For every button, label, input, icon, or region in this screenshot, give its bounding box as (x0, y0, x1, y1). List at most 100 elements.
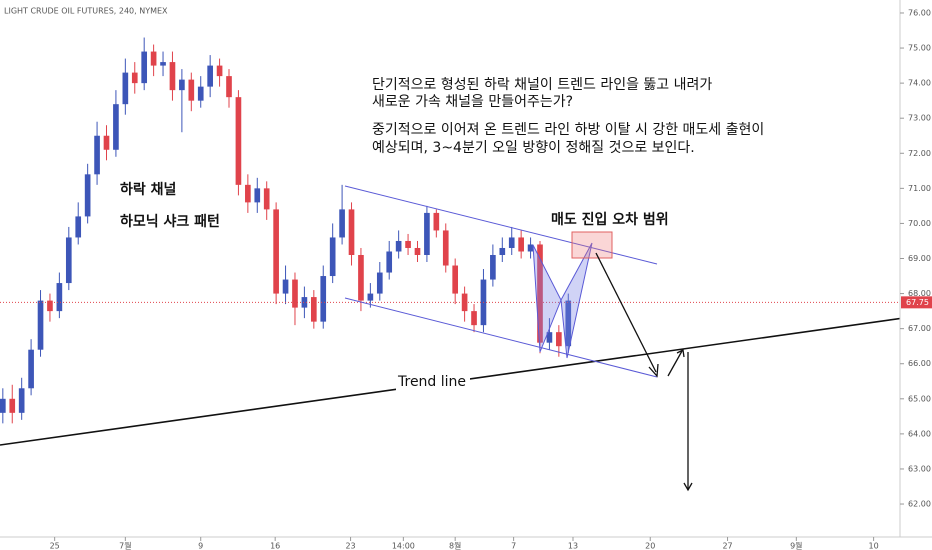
candle-body (414, 247, 421, 255)
candle-body (471, 311, 477, 326)
candle-body (556, 332, 562, 347)
candle-body (310, 297, 317, 322)
y-tick-label: 75.00 (908, 44, 931, 53)
x-tick-label: 25 (50, 542, 60, 550)
candle-body (131, 72, 138, 84)
annotation: 하락 채널 (120, 181, 176, 198)
entry-zone (571, 231, 613, 259)
candle-body (339, 209, 345, 238)
candle-body (508, 237, 515, 248)
channel-lower (344, 297, 658, 378)
candle-body (376, 272, 383, 294)
candle-body (461, 293, 468, 312)
x-tick-label: 14:00 (392, 542, 415, 550)
chart-title: LIGHT CRUDE OIL FUTURES, 240, NYMEX (4, 7, 168, 16)
candle-body (537, 244, 543, 343)
x-tick-label: 23 (345, 542, 355, 550)
candle-body (263, 188, 270, 210)
candle-body (405, 240, 411, 248)
candle-body (518, 237, 524, 252)
candle-body (424, 212, 430, 255)
candle-body (113, 104, 119, 150)
candle-body (433, 212, 440, 231)
candle-body (565, 300, 572, 347)
candle-body (527, 244, 534, 252)
candle-body (28, 349, 34, 389)
y-tick-label: 65.00 (908, 394, 931, 403)
y-tick-label: 74.00 (908, 79, 931, 88)
candle-body (84, 174, 91, 217)
candle-body (207, 65, 213, 87)
candle-body (442, 230, 449, 266)
candle-body (160, 62, 166, 66)
candle-body (94, 135, 100, 175)
y-tick-label: 63.00 (908, 464, 931, 473)
arrow-head (648, 363, 659, 378)
y-tick-label: 62.00 (908, 500, 931, 509)
candle-body (216, 65, 223, 77)
annotation: Trend line (397, 374, 466, 390)
candle-body (197, 86, 204, 101)
y-tick-label: 73.00 (908, 114, 931, 123)
y-tick-label: 71.00 (908, 184, 931, 193)
x-tick-label: 13 (568, 542, 578, 550)
candle-body (499, 247, 506, 255)
candle-body (188, 79, 195, 101)
y-tick-label: 69.00 (908, 254, 931, 263)
candle-body (65, 237, 72, 284)
annotation: 매도 진입 오차 범위 (551, 211, 669, 228)
candle-body (452, 265, 459, 294)
arrow (595, 252, 657, 373)
candle-body (122, 72, 129, 105)
x-tick-label: 16 (270, 542, 280, 550)
y-axis-bg (900, 0, 932, 537)
candle-body (179, 79, 185, 91)
y-tick-label: 76.00 (908, 8, 931, 17)
channel-upper (344, 185, 658, 265)
candle-body (329, 237, 336, 277)
y-tick-label: 70.00 (908, 219, 931, 228)
candle-body (56, 283, 63, 312)
x-tick-label: 9 (198, 542, 203, 550)
x-tick-label: 7 (511, 542, 516, 550)
y-tick-label: 64.00 (908, 429, 931, 438)
x-tick-label: 8월 (449, 541, 461, 550)
candles (0, 37, 900, 424)
candle-body (235, 97, 242, 185)
candle-body (367, 293, 374, 301)
candle-body (292, 279, 298, 308)
annotation: 하모닉 샤크 패턴 (120, 213, 220, 230)
annotation: 중기적으로 이어져 온 트렌드 라인 하방 이탈 시 강한 매도세 출현이 (372, 122, 764, 138)
candle-body (18, 388, 25, 413)
candle-body (141, 51, 148, 84)
candle-body (254, 188, 261, 203)
shark-pattern (560, 242, 593, 359)
y-tick-label: 68.00 (908, 289, 931, 298)
x-tick-label: 7월 (119, 541, 131, 550)
shark-pattern (532, 244, 562, 353)
y-tick-label: 66.00 (908, 359, 931, 368)
candle-body (546, 332, 553, 343)
candle-body (0, 398, 6, 413)
candle-body (150, 51, 157, 66)
candle-body (75, 216, 82, 238)
candle-body (103, 135, 110, 150)
arrow-head (676, 349, 685, 358)
candle-body (395, 240, 402, 252)
candle-body (273, 209, 279, 294)
x-tick-label: 10 (869, 542, 879, 550)
arrow (667, 350, 683, 377)
x-tick-label: 27 (722, 542, 732, 550)
annotation: 단기적으로 형성된 하락 채널이 트렌드 라인을 뚫고 내려가 (372, 77, 712, 93)
last-price-label: 67.75 (906, 298, 929, 307)
annotation: 예상되며, 3~4분기 오일 방향이 정해질 것으로 보인다. (372, 140, 695, 156)
candle-body (282, 279, 289, 294)
x-tick-label: 20 (645, 542, 655, 550)
candle-body (386, 251, 393, 273)
label-bg (396, 372, 470, 392)
candle-body (490, 254, 496, 280)
arrow-head (683, 482, 693, 492)
candle-body (320, 276, 327, 322)
candle-body (358, 254, 364, 301)
